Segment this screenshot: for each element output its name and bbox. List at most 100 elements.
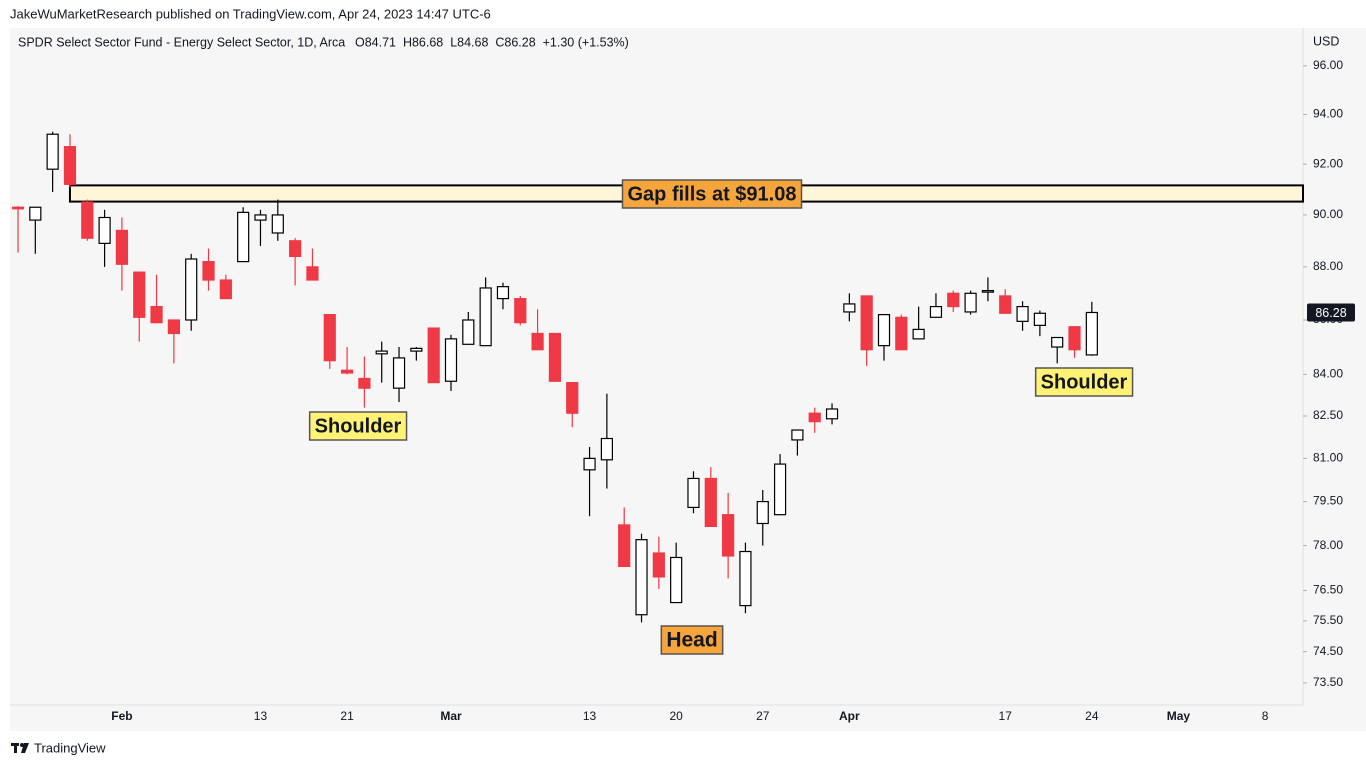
x-tick-label: 17 bbox=[999, 709, 1013, 723]
candle-body bbox=[929, 305, 943, 318]
candle-body bbox=[427, 327, 440, 384]
candle-body bbox=[185, 258, 198, 321]
candle-body bbox=[739, 550, 752, 607]
x-tick-label: 21 bbox=[340, 709, 354, 723]
candle-body bbox=[444, 338, 458, 382]
candle-body bbox=[1085, 311, 1098, 356]
y-tick-label: 82.50 bbox=[1313, 408, 1343, 422]
candle-body bbox=[133, 271, 146, 318]
y-tick-label: 79.50 bbox=[1313, 494, 1343, 508]
chart-title: SPDR Select Sector Fund - Energy Select … bbox=[18, 35, 345, 49]
candle-body bbox=[773, 463, 787, 516]
y-tick-label: 96.00 bbox=[1313, 58, 1343, 72]
candle-body bbox=[860, 295, 873, 351]
candle-body bbox=[167, 319, 180, 335]
y-tick-label: 88.00 bbox=[1313, 259, 1343, 273]
candle-body bbox=[29, 206, 42, 221]
candle-body bbox=[981, 290, 995, 293]
ohlc-legend: O84.71 H86.68 L84.68 C86.28 +1.30 (+1.53… bbox=[355, 35, 629, 49]
plot-background bbox=[10, 28, 1366, 731]
candle-body bbox=[479, 287, 492, 347]
candle-body bbox=[618, 524, 631, 568]
x-tick-label: 13 bbox=[583, 709, 597, 723]
last-price-box bbox=[1307, 303, 1355, 322]
y-tick-label: 78.00 bbox=[1313, 538, 1343, 552]
logo bbox=[11, 743, 29, 753]
page-header: JakeWuMarketResearch published on Tradin… bbox=[10, 6, 491, 21]
candle-body bbox=[964, 292, 977, 313]
last-price-label: 86.28 bbox=[1315, 306, 1346, 320]
x-tick-label: 13 bbox=[254, 709, 268, 723]
candle-body bbox=[670, 556, 683, 604]
candle-body bbox=[791, 429, 804, 441]
candle-body bbox=[999, 295, 1012, 314]
candle-body bbox=[895, 316, 908, 351]
candle-body bbox=[704, 477, 717, 528]
candle-body bbox=[514, 297, 527, 324]
y-tick-label: 90.00 bbox=[1313, 207, 1343, 221]
footer-brand: TradingView bbox=[34, 740, 106, 755]
y-tick-label: 84.00 bbox=[1313, 367, 1343, 381]
x-tick-label: Feb bbox=[111, 709, 132, 723]
candle-body bbox=[912, 328, 925, 340]
y-tick-label: 92.00 bbox=[1313, 156, 1343, 170]
candle-body bbox=[115, 229, 129, 265]
annotation-text: Shoulder bbox=[1041, 371, 1128, 393]
candle-body bbox=[410, 347, 423, 352]
candle-body bbox=[1033, 312, 1046, 326]
candle-body bbox=[808, 412, 821, 423]
x-tick-label: 27 bbox=[756, 709, 770, 723]
annotation-box bbox=[1034, 367, 1134, 397]
candle-body bbox=[271, 214, 284, 234]
y-axis-label: USD bbox=[1313, 34, 1339, 48]
y-tick-label: 75.50 bbox=[1313, 613, 1343, 627]
candle-body bbox=[323, 314, 336, 362]
x-tick-label: 24 bbox=[1085, 709, 1099, 723]
y-tick-label: 81.00 bbox=[1313, 451, 1343, 465]
candle-body bbox=[340, 369, 354, 374]
candle-body bbox=[566, 382, 579, 414]
x-tick-label: May bbox=[1167, 709, 1191, 723]
candle-body bbox=[81, 201, 94, 239]
annotation: Shoulder bbox=[308, 411, 408, 441]
candle-body bbox=[652, 552, 665, 578]
candle-body bbox=[947, 292, 960, 308]
candle-body bbox=[496, 286, 510, 300]
candle-body bbox=[46, 133, 59, 170]
candle-body bbox=[1068, 326, 1081, 351]
annotation-box bbox=[660, 625, 724, 655]
candle-body bbox=[98, 216, 111, 244]
candle-body bbox=[358, 377, 371, 389]
y-tick-label: 73.50 bbox=[1313, 675, 1343, 689]
annotation-box bbox=[621, 179, 803, 209]
x-tick-label: Apr bbox=[839, 709, 860, 723]
candle-body bbox=[583, 457, 596, 471]
candle-body bbox=[825, 408, 839, 420]
candle-body bbox=[202, 261, 215, 281]
candle-body bbox=[722, 514, 735, 557]
candle-body bbox=[1051, 336, 1064, 348]
candle-body bbox=[843, 303, 856, 313]
annotation-text: Head bbox=[666, 629, 717, 652]
candle-body bbox=[237, 211, 250, 263]
annotation: Shoulder bbox=[1034, 367, 1134, 397]
candle-body bbox=[254, 214, 267, 221]
candle-body bbox=[635, 539, 648, 616]
candle-body bbox=[1016, 305, 1029, 322]
candle-body bbox=[600, 437, 613, 461]
candle-body bbox=[289, 240, 302, 257]
candle-body bbox=[63, 146, 77, 185]
annotation-text: Shoulder bbox=[315, 415, 402, 437]
candle-body bbox=[392, 357, 406, 389]
candle-body bbox=[150, 305, 163, 324]
candle-body bbox=[11, 206, 25, 210]
y-tick-label: 94.00 bbox=[1313, 107, 1343, 121]
annotation-text: Gap fills at $91.08 bbox=[628, 183, 797, 205]
annotation: Gap fills at $91.08 bbox=[621, 179, 803, 209]
x-tick-label: 8 bbox=[1262, 709, 1269, 723]
candle-body bbox=[219, 279, 232, 300]
candle-body bbox=[687, 477, 700, 508]
candle-body bbox=[531, 332, 544, 351]
x-tick-label: Mar bbox=[440, 709, 462, 723]
